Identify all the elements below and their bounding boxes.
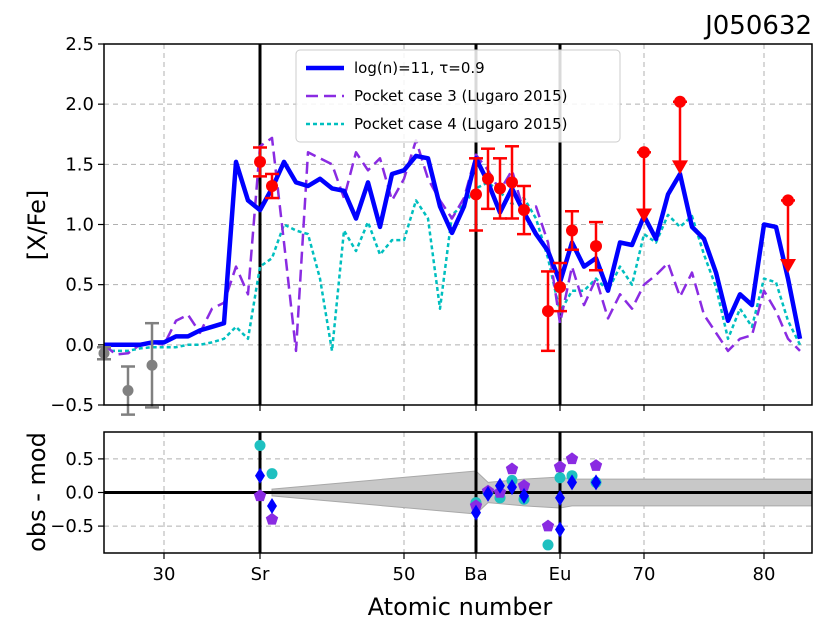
residual-diamond-marker: [519, 487, 529, 504]
observation-point: [590, 240, 602, 253]
x-tick-label: 70: [633, 564, 656, 585]
x-tick-label: Ba: [464, 564, 487, 585]
residual-pentagon-marker: [505, 462, 519, 475]
ticks: −0.5 0.0 0.5 1.0 1.5 2.0 2.5 −0.5 0.0 0.5 30 Sr 50 Ba…: [50, 34, 775, 585]
gray-observation-point: [146, 359, 158, 371]
residual-pentagon-marker: [517, 479, 531, 491]
top-y-tick-label: −0.5: [50, 395, 94, 416]
residual-pentagon-marker: [265, 512, 279, 525]
top-y-tick-label: 1.0: [65, 215, 94, 236]
x-tick-label: 50: [393, 564, 416, 585]
observation-point: [470, 188, 482, 201]
residual-pentagon-marker: [553, 460, 567, 473]
observation-point: [494, 182, 506, 195]
residual-circle-marker: [542, 539, 554, 551]
x-axis-label: Atomic number: [368, 593, 553, 621]
residual-diamond-marker: [255, 467, 265, 484]
bottom-y-tick-label: 0.5: [65, 449, 94, 470]
series-line-dashed: [103, 136, 801, 356]
residual-diamond-marker: [567, 474, 577, 491]
bottom-y-tick-label: 0.0: [65, 483, 94, 504]
x-tick-label: 80: [753, 564, 776, 585]
observation-point: [506, 176, 518, 189]
residual-diamond-marker: [471, 504, 481, 521]
gray-observation-point: [122, 385, 134, 397]
top-y-axis-label: [X/Fe]: [23, 190, 51, 261]
residual-pentagon-marker: [589, 459, 603, 471]
residual-pentagon-marker: [541, 519, 555, 532]
bottom-y-tick-label: −0.5: [50, 516, 94, 537]
upper-limit-point: [782, 194, 794, 207]
observations: [97, 95, 796, 416]
top-y-tick-label: 0.5: [65, 275, 94, 296]
top-y-tick-label: 0.0: [65, 335, 94, 356]
chart-title: J050632: [703, 11, 812, 41]
residual-circle-marker: [266, 468, 278, 480]
observation-point: [542, 305, 554, 318]
bottom-y-axis-label: obs - mod: [23, 432, 51, 552]
top-y-tick-label: 2.0: [65, 94, 94, 115]
observation-point: [266, 179, 278, 192]
residual-diamond-marker: [555, 521, 565, 538]
residual-diamond-marker: [483, 485, 493, 502]
residual-diamond-marker: [555, 489, 565, 506]
upper-limit-arrowhead: [636, 208, 652, 223]
residual-pentagon-marker: [565, 452, 579, 465]
legend-entry-label: Pocket case 3 (Lugaro 2015): [354, 87, 568, 105]
upper-limit-arrowhead: [780, 259, 796, 274]
residual-circle-marker: [554, 472, 566, 484]
upper-limit-arrowhead: [672, 160, 688, 175]
upper-limit-point: [674, 95, 686, 108]
residual-diamond-marker: [591, 474, 601, 491]
upper-limit-point: [638, 146, 650, 159]
top-y-tick-label: 1.5: [65, 154, 94, 175]
x-tick-label: Eu: [549, 564, 572, 585]
legend-entry-label: Pocket case 4 (Lugaro 2015): [354, 115, 568, 133]
x-tick-label: Sr: [251, 564, 270, 585]
legend-entry-label: log(n)=11, τ=0.9: [354, 59, 485, 77]
residual-diamond-marker: [267, 497, 277, 514]
observation-point: [482, 172, 494, 185]
residual-circle-marker: [254, 439, 266, 451]
residual-diamond-marker: [495, 477, 505, 494]
observation-point: [254, 155, 266, 168]
legend: log(n)=11, τ=0.9 Pocket case 3 (Lugaro 20…: [295, 49, 621, 143]
x-tick-label: 30: [153, 564, 176, 585]
residual-diamond-marker: [507, 479, 517, 496]
observation-point: [554, 281, 566, 294]
legend-box: [295, 49, 621, 143]
residual-pentagon-marker: [253, 489, 267, 502]
residual-markers: [104, 432, 812, 553]
series-line-solid: [104, 153, 803, 348]
observation-point: [566, 224, 578, 237]
series-line-dotted: [104, 181, 802, 353]
top-y-tick-label: 2.5: [65, 34, 94, 55]
observation-point: [518, 204, 530, 217]
